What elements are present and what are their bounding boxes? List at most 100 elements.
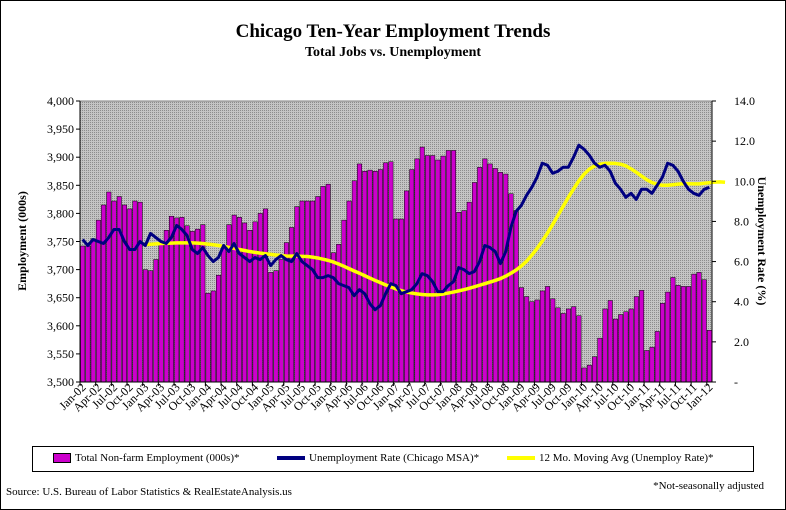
legend-swatch-unemployment (277, 456, 305, 460)
employment-bar (304, 200, 310, 383)
y-tick-label: 3,500 (47, 375, 74, 389)
employment-bar (649, 346, 655, 383)
employment-bar (419, 146, 425, 383)
employment-bar (581, 367, 587, 383)
employment-bar (435, 159, 441, 383)
employment-bar (252, 221, 258, 383)
y2-tick-label: 6.0 (734, 255, 749, 269)
employment-bar (628, 308, 634, 383)
employment-bar (597, 337, 603, 383)
employment-bar (289, 227, 295, 383)
employment-bar (142, 269, 148, 383)
employment-bar (545, 286, 551, 383)
employment-bar (660, 303, 665, 383)
employment-bar (675, 285, 681, 383)
y2-tick-label: - (734, 375, 738, 389)
employment-bar (95, 219, 101, 383)
y2-tick-label: 2.0 (734, 335, 749, 349)
employment-bar (283, 242, 289, 383)
legend-swatch-employment (53, 453, 71, 463)
employment-bar (477, 167, 483, 383)
y-tick-label: 4,000 (47, 94, 74, 108)
employment-bar (571, 306, 577, 383)
employment-bar (680, 286, 686, 383)
employment-bar (686, 286, 692, 383)
chart-subtitle: Total Jobs vs. Unemployment (305, 45, 481, 60)
employment-bar (122, 204, 127, 383)
employment-bar (482, 158, 488, 383)
employment-bar (466, 201, 472, 383)
chart-title: Chicago Ten-Year Employment Trends (236, 21, 551, 42)
employment-bar (132, 200, 138, 383)
employment-bar (461, 210, 467, 383)
employment-bar (555, 307, 561, 383)
employment-bar (430, 155, 436, 383)
employment-bar (633, 296, 639, 383)
employment-bar (210, 290, 216, 383)
employment-bar (189, 231, 195, 383)
employment-bar (424, 155, 430, 383)
employment-bar (654, 331, 660, 383)
y-tick-label: 3,850 (47, 178, 74, 192)
legend-item-moving-avg: 12 Mo. Moving Avg (Unemploy Rate)* (507, 452, 714, 464)
employment-bar (184, 225, 190, 383)
employment-bar (377, 169, 383, 383)
employment-bar (586, 364, 592, 383)
employment-bar (205, 292, 211, 383)
employment-bar (320, 186, 326, 383)
employment-bar (330, 252, 336, 383)
employment-bar (388, 161, 394, 383)
employment-bar (278, 259, 284, 383)
employment-bar (471, 182, 477, 383)
employment-bar (383, 162, 389, 383)
legend-label-unemployment: Unemployment Rate (Chicago MSA)* (309, 452, 480, 464)
employment-bar (315, 196, 321, 383)
employment-bar (492, 168, 498, 383)
employment-bar (623, 311, 629, 383)
employment-bar (560, 313, 566, 383)
y-tick-label: 3,700 (47, 263, 74, 277)
line-series-group (81, 143, 726, 312)
y-tick-label: 3,800 (47, 206, 74, 220)
employment-bar (670, 277, 676, 383)
employment-bar (273, 270, 279, 383)
employment-bar (445, 150, 451, 383)
unemployment-line (81, 143, 710, 312)
legend-swatch-moving-avg (507, 456, 535, 460)
legend-label-moving-avg: 12 Mo. Moving Avg (Unemploy Rate)* (539, 452, 714, 464)
y2-tick-label: 4.0 (734, 295, 749, 309)
employment-bar (216, 274, 221, 383)
employment-bar (106, 191, 112, 383)
footnote: *Not-seasonally adjusted (653, 480, 764, 492)
employment-bar (518, 287, 524, 383)
y-tick-label: 3,650 (47, 291, 74, 305)
employment-bar (696, 272, 702, 383)
employment-bar (440, 155, 446, 383)
employment-bar (231, 214, 237, 383)
legend: Total Non-farm Employment (000s)* Unempl… (32, 446, 754, 472)
employment-bar (90, 238, 96, 383)
employment-bar (116, 196, 122, 383)
employment-bar (534, 299, 540, 383)
y-tick-label: 3,550 (47, 347, 74, 361)
employment-bar (163, 230, 169, 383)
employment-bar (263, 208, 268, 383)
y-tick-label: 3,900 (47, 150, 74, 164)
legend-item-unemployment: Unemployment Rate (Chicago MSA)* (277, 452, 479, 464)
employment-bar (618, 314, 624, 383)
employment-bar (257, 213, 263, 383)
moving-avg-line (145, 161, 726, 297)
employment-bar (613, 318, 618, 383)
employment-bar (325, 183, 331, 383)
employment-bar (268, 272, 274, 383)
y-tick-label: 3,750 (47, 235, 74, 249)
legend-label-employment: Total Non-farm Employment (000s)* (75, 452, 240, 464)
employment-bar (487, 163, 493, 383)
employment-bar (148, 270, 154, 383)
employment-bar (691, 273, 697, 383)
employment-bar (242, 222, 248, 383)
y2-tick-label: 12.0 (734, 134, 755, 148)
employment-bar (153, 259, 159, 383)
employment-bar (665, 291, 671, 383)
